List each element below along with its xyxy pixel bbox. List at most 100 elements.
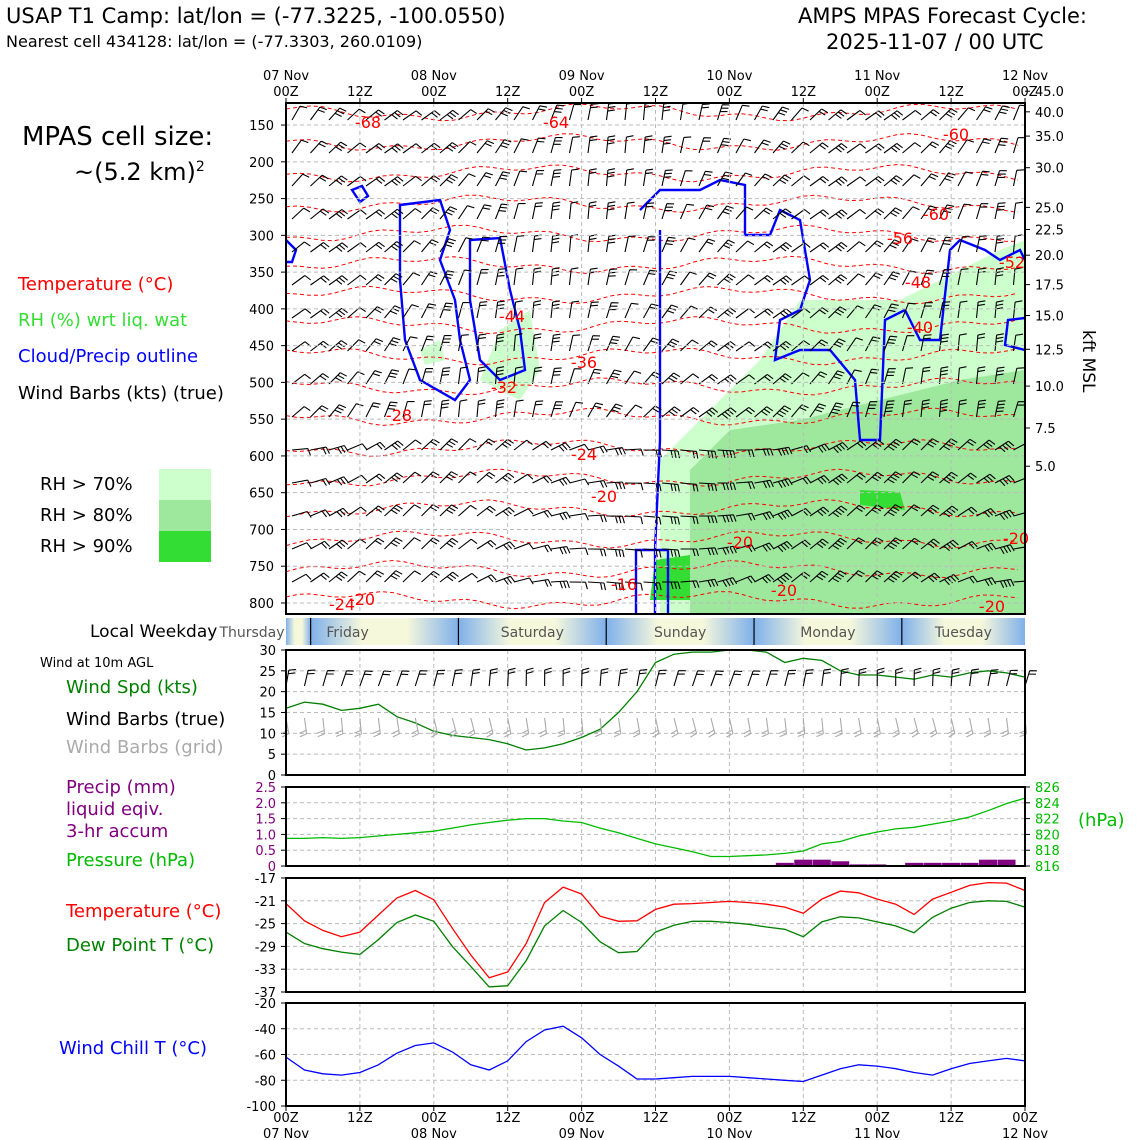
wind-barb xyxy=(607,136,616,153)
wind-barb xyxy=(385,306,402,318)
wind-barb xyxy=(329,572,347,582)
wind-barb xyxy=(533,510,552,517)
wind-barb xyxy=(422,538,440,549)
wind-barb xyxy=(459,573,478,582)
wind-barb xyxy=(773,243,792,253)
wind-barb-true xyxy=(323,671,335,686)
top-hour-label: 00Z xyxy=(717,85,743,100)
wind-barb-grid xyxy=(911,718,918,737)
wind-barb-grid xyxy=(373,718,380,737)
temperature-contour-label: -20 xyxy=(591,487,617,506)
cs-left-tick-label: 750 xyxy=(249,560,274,575)
wind-barb xyxy=(329,243,348,252)
wind-panel: 051015202530 xyxy=(259,644,1036,784)
temperature-contour-label: -60 xyxy=(923,205,949,224)
bottom-hour-label: 00Z xyxy=(717,1111,743,1126)
wind-barb-grid xyxy=(522,718,529,737)
wind-barb xyxy=(348,243,367,252)
wind-barb xyxy=(977,139,992,153)
wind-barb-grid xyxy=(411,718,418,737)
wind-barb xyxy=(366,210,385,219)
wind-barb xyxy=(514,268,523,285)
top-hour-label: 12Z xyxy=(495,85,521,100)
wind-barb xyxy=(570,202,579,219)
wind-barb xyxy=(422,111,441,120)
wind-barb xyxy=(459,206,475,219)
wind-barb xyxy=(847,111,866,121)
wind-barb xyxy=(440,143,458,153)
wind-barb xyxy=(551,202,560,219)
wind-barb xyxy=(366,339,383,351)
wind-barb-true xyxy=(360,671,373,686)
wind-barb-true xyxy=(397,671,410,686)
precip-tick-label: 1.0 xyxy=(255,828,276,843)
wind-barb xyxy=(662,407,680,417)
wind-barb xyxy=(1014,202,1023,219)
wind-barb xyxy=(625,236,636,252)
weekday-name: Sunday xyxy=(654,625,706,641)
wind-barb xyxy=(496,140,512,153)
wind-barb-grid xyxy=(892,718,899,737)
wind-barb-grid xyxy=(761,718,768,737)
wind-barb xyxy=(311,276,330,285)
temperature-contour-label: -52 xyxy=(999,253,1025,272)
wind-barb xyxy=(570,335,581,351)
wind-barb xyxy=(366,506,384,516)
wind-barb-grid xyxy=(1001,718,1008,737)
wind-barb xyxy=(644,304,659,318)
wind-barb xyxy=(329,446,348,454)
wind-barb-true xyxy=(748,671,760,686)
wind-barb-true xyxy=(378,671,391,686)
wind-barb-true xyxy=(434,670,445,686)
wind-barb xyxy=(588,515,606,522)
bottom-hour-label: 00Z xyxy=(273,1111,299,1126)
wind-barb xyxy=(533,171,545,186)
cs-left-tick-label: 200 xyxy=(249,156,274,171)
wind-barb xyxy=(736,105,750,120)
wind-barb xyxy=(588,268,598,285)
wind-barb xyxy=(866,176,885,186)
wind-barb xyxy=(607,303,619,318)
wind-barb xyxy=(570,402,584,417)
wind-barb xyxy=(496,400,505,417)
wind-tick-label: 15 xyxy=(259,707,276,722)
temperature-contour-label: -16 xyxy=(611,575,637,594)
wind-barb xyxy=(403,176,422,186)
wind-barb xyxy=(792,176,810,186)
wind-barb xyxy=(644,169,654,186)
wind-barb xyxy=(921,174,938,186)
wind-barb-true xyxy=(286,670,296,687)
wind-barb xyxy=(644,338,660,351)
wind-barb xyxy=(496,204,509,219)
chill-tick-label: -60 xyxy=(255,1049,276,1064)
wind-barb-grid xyxy=(854,718,861,737)
wind-barb xyxy=(810,275,829,285)
wind-barb xyxy=(607,549,625,557)
wind-barb xyxy=(385,571,403,582)
wind-barb xyxy=(570,235,579,252)
temperature-contour-label: -68 xyxy=(355,113,381,132)
wind-barb-true xyxy=(766,671,778,686)
wind-barb xyxy=(311,573,330,582)
wind-barb-true xyxy=(619,669,628,686)
wind-barb xyxy=(866,273,883,285)
wind-barb xyxy=(366,538,384,549)
wind-barb-true xyxy=(693,671,705,686)
wind-barb xyxy=(366,442,385,450)
wind-barb xyxy=(477,506,496,516)
temperature-contour-label: -60 xyxy=(943,125,969,144)
temp-tick-label: -17 xyxy=(255,872,276,887)
wind-barb xyxy=(496,108,513,120)
wind-barb xyxy=(884,111,903,120)
wind-barb xyxy=(403,369,416,384)
wind-barb xyxy=(570,268,579,285)
wind-barb xyxy=(995,171,1007,186)
wind-barb xyxy=(977,107,993,120)
wind-barb xyxy=(884,143,903,153)
wind-barb xyxy=(403,273,420,285)
wind-barb xyxy=(311,309,330,318)
wind-barb xyxy=(385,441,404,450)
wind-barb xyxy=(292,208,310,219)
precip-tick-label: 2.0 xyxy=(255,797,276,812)
wind-barb xyxy=(829,242,848,252)
